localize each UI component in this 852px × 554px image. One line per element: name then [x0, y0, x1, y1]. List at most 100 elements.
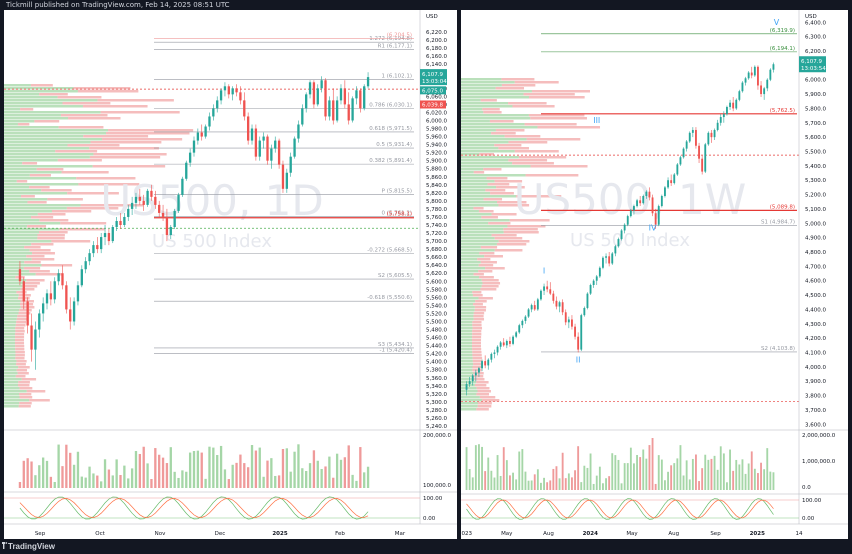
candle-body — [707, 132, 710, 145]
candle-body — [312, 82, 316, 105]
price-tick-label: 5,400.0 — [426, 360, 447, 366]
volume-profile-bar-up — [461, 78, 502, 81]
candle-body — [204, 126, 207, 137]
volume-profile-bar-up — [4, 252, 33, 255]
time-tick-label: Aug — [668, 531, 679, 537]
volume-profile-bar-down — [473, 312, 485, 315]
candle-body — [258, 140, 261, 157]
candle-body — [577, 336, 580, 350]
volume-profile-bar-down — [29, 186, 50, 189]
volume-bar — [270, 458, 273, 488]
volume-profile-bar-down — [476, 393, 490, 396]
volume-profile-bar-up — [4, 267, 24, 270]
volume-profile-bar-down — [82, 105, 148, 108]
candle-body — [243, 100, 246, 117]
candle-body — [297, 124, 300, 139]
volume-profile-bar-up — [4, 186, 30, 189]
volume-bar — [246, 467, 250, 488]
volume-bar — [22, 460, 25, 488]
volume-bar — [496, 455, 499, 490]
volume-bar — [515, 479, 518, 490]
price-tick-label: 5,540.0 — [426, 303, 447, 309]
volume-profile-bar-up — [4, 345, 16, 348]
oscillator-line-d — [19, 498, 369, 518]
volume-bar — [620, 483, 623, 490]
price-tick-label: 5,900.0 — [805, 92, 826, 98]
current-price-box — [799, 56, 826, 73]
price-tick-label: 5,800.0 — [805, 106, 826, 112]
volume-bar — [540, 482, 542, 490]
volume-bar — [339, 459, 343, 488]
volume-profile-bar-up — [461, 237, 495, 240]
volume-bar — [34, 475, 37, 488]
candle-body — [636, 200, 638, 207]
time-tick-label: Sep — [35, 531, 46, 537]
volume-profile-bar-up — [461, 189, 486, 192]
time-tick-label: 2025 — [750, 531, 765, 537]
volume-bar — [490, 470, 493, 490]
volume-profile-bar-up — [461, 297, 479, 300]
volume-profile-bar-up — [461, 261, 481, 264]
volume-profile-bar-up — [461, 315, 474, 318]
volume-profile-bar-up — [461, 84, 502, 87]
candle-body — [608, 256, 611, 264]
volume-profile-bar-up — [461, 330, 473, 333]
volume-profile-bar-down — [16, 291, 27, 294]
volume-profile-bar-up — [4, 279, 27, 282]
candle-body — [623, 224, 626, 231]
candle-body — [478, 368, 480, 373]
volume-profile-bar-up — [461, 165, 531, 168]
volume-profile-bar-down — [491, 213, 517, 216]
volume-bar — [633, 463, 635, 490]
weekly-chart-svg[interactable]: US500, 1W US 500 Index (6,319.9) (6,194.1) (… — [461, 10, 848, 539]
daily-chart-panel[interactable]: US500, 1D US 500 Index 1.272 (6,194.8) (6,2… — [4, 10, 457, 539]
candle-body — [92, 245, 95, 254]
volume-profile-bar-up — [461, 147, 499, 150]
volume-bar — [577, 446, 580, 490]
weekly-chart-panel[interactable]: US500, 1W US 500 Index (6,319.9) (6,194.1) (… — [461, 10, 848, 539]
candle-body — [65, 285, 68, 310]
volume-profile-bar-up — [461, 81, 515, 84]
volume-bar — [324, 466, 327, 488]
volume-profile-bar-down — [514, 81, 559, 84]
candle-body — [103, 233, 107, 238]
candle-body — [695, 129, 697, 146]
volume-profile-bar-down — [35, 273, 62, 276]
volume-profile-bar-down — [23, 267, 41, 270]
price-tick-label: 4,500.0 — [805, 293, 826, 299]
volume-profile-bar-down — [39, 93, 68, 96]
volume-profile-bar-down — [29, 174, 51, 177]
volume-profile-bar-up — [461, 234, 492, 237]
volume-profile-bar-down — [489, 120, 514, 123]
volume-bar — [297, 444, 300, 488]
volume-profile-bar-down — [485, 189, 506, 192]
volume-profile-bar-down — [494, 144, 522, 147]
volume-profile-bar-up — [4, 258, 32, 261]
volume-profile-bar-up — [461, 171, 474, 174]
candle-body — [685, 141, 688, 149]
volume-profile-bar-down — [21, 378, 37, 381]
candle-body — [192, 140, 196, 153]
volume-profile-bar-up — [461, 294, 473, 297]
volume-bar — [285, 448, 288, 488]
volume-profile-bar-down — [106, 132, 190, 135]
volume-profile-bar-up — [4, 93, 40, 96]
price-tick-label: 3,600.0 — [805, 422, 826, 428]
volume-profile-bar-down — [477, 402, 492, 405]
volume-profile-bar-down — [29, 399, 50, 402]
volume-profile-bar-up — [4, 111, 101, 114]
volume-bar — [208, 446, 211, 488]
volume-bar — [753, 468, 756, 490]
volume-profile-bar-down — [473, 375, 484, 378]
volume-profile-bar-up — [4, 96, 58, 99]
candle-body — [239, 92, 242, 101]
volume-bar — [617, 459, 620, 490]
candle-body — [262, 136, 265, 141]
volume-bar — [169, 447, 172, 488]
price-tick-label: 6,180.0 — [426, 46, 447, 52]
volume-profile-bar-down — [76, 177, 136, 180]
volume-bar — [49, 476, 53, 488]
volume-profile-bar-down — [108, 129, 194, 132]
volume-profile-bar-down — [518, 156, 567, 159]
